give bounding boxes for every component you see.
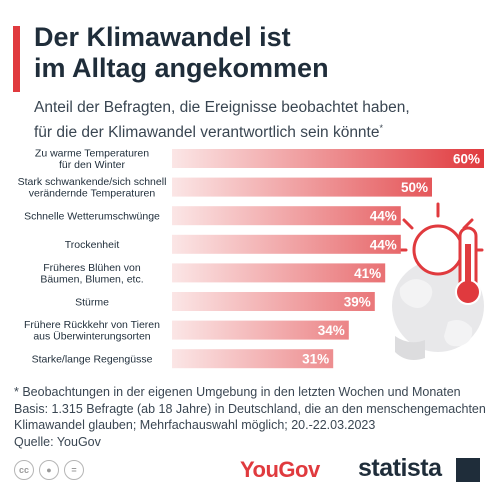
value-label-1: 50% bbox=[401, 180, 428, 195]
bar-7 bbox=[172, 349, 334, 369]
by-icon[interactable]: ● bbox=[39, 460, 59, 480]
bar-2 bbox=[172, 206, 401, 226]
category-label-6: Frühere Rückkehr von Tieren aus Überwinte… bbox=[24, 319, 160, 343]
category-label-5: Stürme bbox=[75, 296, 109, 308]
category-label-3: Trockenheit bbox=[65, 239, 120, 251]
footnote-line-1: * Beobachtungen in der eigenen Umgebung … bbox=[14, 385, 461, 399]
footnote: * Beobachtungen in der eigenen Umgebung … bbox=[14, 384, 489, 450]
value-label-6: 34% bbox=[318, 323, 345, 338]
bar-4 bbox=[172, 263, 386, 283]
title-accent-bar bbox=[13, 26, 20, 92]
bar-chart: 60% Zu warme Temperaturen für den Winter 50… bbox=[18, 148, 484, 369]
bar-3 bbox=[172, 234, 401, 254]
value-label-7: 31% bbox=[302, 352, 329, 367]
category-label-7: Starke/lange Regengüsse bbox=[32, 354, 153, 366]
subtitle-line-2: für die der Klimawandel verantwortlich s… bbox=[34, 118, 484, 143]
value-label-5: 39% bbox=[344, 295, 371, 310]
statista-logo-icon bbox=[456, 458, 480, 482]
category-label-0: Zu warme Temperaturen für den Winter bbox=[35, 148, 149, 172]
bar-1 bbox=[172, 177, 432, 197]
subtitle-asterisk: * bbox=[379, 123, 383, 133]
cc-icon[interactable]: cc bbox=[14, 460, 34, 480]
value-label-2: 44% bbox=[370, 209, 397, 224]
subtitle-line-2-text: für die der Klimawandel verantwortlich s… bbox=[34, 124, 380, 142]
category-label-4: Früheres Blühen von Bäumen, Blumen, etc. bbox=[40, 262, 143, 286]
value-label-0: 60% bbox=[453, 152, 480, 167]
license-icons: cc ● = bbox=[14, 460, 84, 480]
globe-thermometer-icon bbox=[392, 202, 484, 360]
category-label-1: Stark schwankende/sich schnell verändernd… bbox=[18, 176, 167, 200]
footnote-line-3: Klimawandel glauben; Mehrfachauswahl mög… bbox=[14, 418, 376, 432]
category-label-2: Schnelle Wetterumschwünge bbox=[24, 211, 160, 223]
bar-6 bbox=[172, 320, 349, 340]
value-label-4: 41% bbox=[354, 266, 381, 281]
statista-logo-text: statista bbox=[358, 454, 442, 482]
page-subtitle: Anteil der Befragten, die Ereignisse beo… bbox=[34, 98, 484, 143]
footnote-line-2: Basis: 1.315 Befragte (ab 18 Jahre) in D… bbox=[14, 401, 486, 416]
bar-5 bbox=[172, 292, 375, 311]
title-line-1: Der Klimawandel ist bbox=[34, 22, 291, 52]
page-title: Der Klimawandel ist im Alltag angekommen bbox=[34, 22, 464, 84]
nd-icon[interactable]: = bbox=[64, 460, 84, 480]
bar-0 bbox=[172, 149, 484, 168]
title-line-2: im Alltag angekommen bbox=[34, 53, 329, 83]
value-label-3: 44% bbox=[370, 237, 397, 252]
yougov-logo: YouGov bbox=[240, 457, 320, 482]
source-line: Quelle: YouGov bbox=[14, 434, 101, 449]
subtitle-line-1: Anteil der Befragten, die Ereignisse beo… bbox=[34, 99, 410, 116]
